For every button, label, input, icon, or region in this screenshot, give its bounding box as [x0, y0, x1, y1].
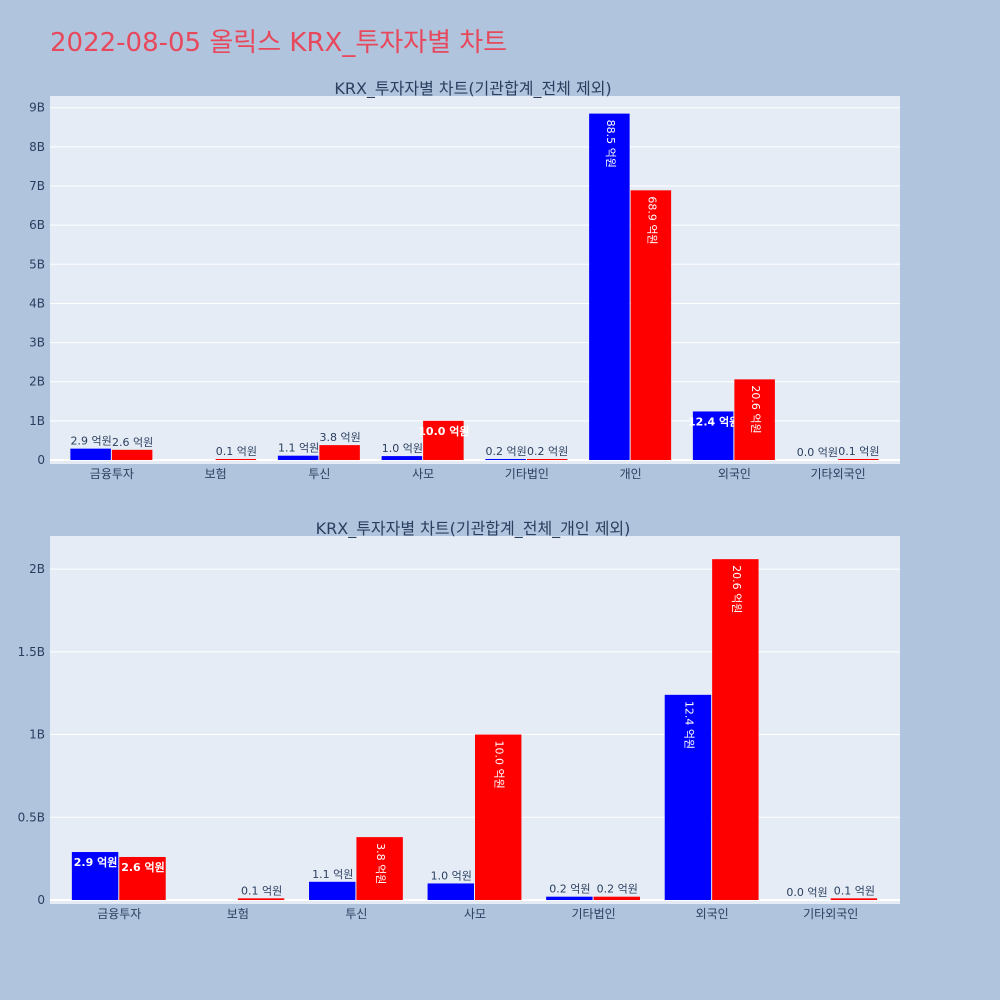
bar-value-label: 20.6 억원: [749, 385, 762, 433]
y-tick-label: 5B: [29, 257, 45, 271]
buy-bar: [692, 411, 734, 460]
bar-value-label: 0.1 억원: [216, 445, 257, 458]
sell-bar: [526, 459, 568, 460]
buy-bar: [277, 455, 319, 460]
y-tick-label: 4B: [29, 296, 45, 310]
sell-bar: [475, 734, 522, 900]
bar-value-label: 1.0 억원: [382, 442, 423, 455]
sell-bar: [119, 856, 166, 900]
bar-value-label: 0.2 억원: [486, 445, 527, 458]
buy-bar: [664, 694, 712, 900]
bar-value-label: 10.0 억원: [418, 424, 469, 438]
buy-bar: [485, 459, 526, 460]
bar-value-label: 2.6 억원: [121, 860, 165, 874]
buy-bar: [546, 896, 593, 900]
x-tick-label: 사모: [464, 907, 486, 921]
y-tick-label: 1B: [29, 414, 45, 428]
y-tick-label: 1.5B: [18, 645, 45, 659]
x-tick-label: 투신: [308, 467, 330, 481]
bar-value-label: 0.0 억원: [786, 886, 827, 899]
x-tick-label: 금융투자: [97, 907, 141, 921]
sell-bar: [734, 379, 775, 460]
bar-value-label: 2.6 억원: [112, 436, 153, 449]
buy-bar: [71, 852, 119, 900]
x-tick-label: 투신: [345, 907, 367, 921]
sell-bar: [111, 449, 153, 460]
bar-value-label: 1.0 억원: [431, 869, 472, 882]
bar-value-label: 12.4 억원: [682, 701, 695, 749]
sell-bar: [838, 459, 879, 460]
y-tick-label: 0.5B: [18, 810, 45, 824]
chart-bottom: KRX_투자자별 차트(기관합계_전체_개인 제외) 0 0.5B 1B 1.5B 2B 금…: [18, 519, 900, 921]
buy-bar: [427, 883, 474, 900]
bar-value-label: 10.0 억원: [493, 741, 506, 789]
bar-value-label: 0.2 억원: [549, 883, 590, 896]
y-tick-label: 1B: [29, 728, 45, 742]
buy-bar: [589, 113, 630, 460]
x-tick-label: 외국인: [696, 907, 729, 921]
y-tick-label: 0: [37, 453, 45, 467]
bar-value-label: 1.1 억원: [278, 442, 319, 455]
bar-value-label: 12.4 억원: [688, 414, 739, 428]
sell-bar: [593, 896, 640, 900]
x-tick-label: 외국인: [718, 467, 751, 481]
sell-bar: [712, 559, 759, 900]
y-tick-label: 6B: [29, 218, 45, 232]
y-tick-label: 3B: [29, 336, 45, 350]
x-tick-label: 기타외국인: [811, 467, 866, 481]
bar-value-label: 2.9 억원: [74, 855, 118, 869]
sell-bar: [830, 898, 878, 900]
x-tick-label: 기타외국인: [803, 907, 858, 921]
sell-bar: [356, 837, 403, 900]
bar-value-label: 0.2 억원: [597, 883, 638, 896]
bar-value-label: 88.5 억원: [604, 120, 617, 168]
sell-bar: [630, 190, 672, 460]
y-tick-label: 2B: [29, 562, 45, 576]
x-tick-label: 기타법인: [571, 907, 615, 921]
x-tick-label: 보험: [205, 467, 227, 481]
chart-title: KRX_투자자별 차트(기관합계_전체 제외): [334, 79, 611, 99]
chart-top: KRX_투자자별 차트(기관합계_전체 제외) 0 1B 2B 3B 4B 5B 6B 7B 8B…: [29, 79, 900, 481]
x-tick-label: 금융투자: [90, 467, 134, 481]
x-tick-label: 기타법인: [505, 467, 549, 481]
sell-bar: [215, 459, 257, 460]
chart-title: KRX_투자자별 차트(기관합계_전체_개인 제외): [316, 519, 631, 539]
y-tick-label: 9B: [29, 101, 45, 115]
x-tick-label: 사모: [412, 467, 434, 481]
buy-bar: [381, 456, 423, 460]
y-tick-label: 2B: [29, 375, 45, 389]
bar-value-label: 1.1 억원: [312, 868, 353, 881]
bar-value-label: 3.8 억원: [320, 431, 361, 444]
bar-value-label: 68.9 억원: [645, 196, 658, 244]
bar-value-label: 3.8 억원: [374, 843, 387, 884]
bar-value-label: 0.2 억원: [527, 445, 568, 458]
bar-value-label: 20.6 억원: [730, 565, 743, 613]
buy-bar: [309, 881, 356, 900]
sell-bar: [423, 420, 464, 460]
x-tick-label: 보험: [227, 907, 249, 921]
bar-value-label: 0.1 억원: [838, 445, 879, 458]
bar-value-label: 0.1 억원: [241, 884, 282, 897]
page-title: 2022-08-05 올릭스 KRX_투자자별 차트: [50, 28, 508, 58]
bar-value-label: 0.0 억원: [797, 446, 838, 459]
y-tick-label: 8B: [29, 140, 45, 154]
y-tick-label: 0: [37, 893, 45, 907]
bar-value-label: 0.1 억원: [834, 884, 875, 897]
bar-value-label: 2.9 억원: [71, 435, 112, 448]
buy-bar: [70, 448, 111, 460]
x-tick-label: 개인: [620, 467, 642, 481]
y-tick-label: 7B: [29, 179, 45, 193]
sell-bar: [237, 898, 285, 900]
sell-bar: [319, 445, 360, 460]
